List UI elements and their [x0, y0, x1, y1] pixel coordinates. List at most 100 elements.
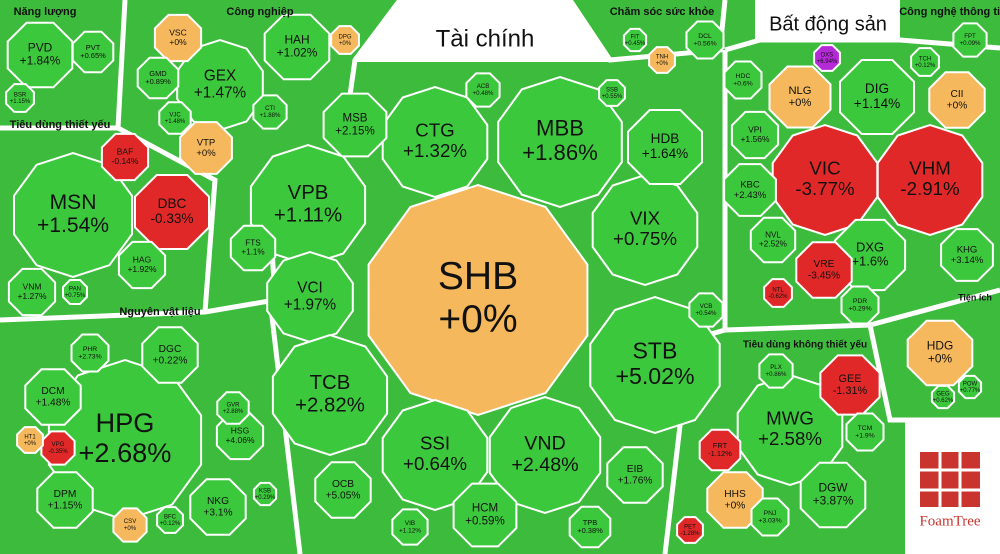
group-label: Tiêu dùng không thiết yếu	[743, 339, 867, 351]
change: +3.1%	[203, 507, 232, 518]
ticker: EIB	[627, 464, 644, 475]
change: +1.48%	[165, 119, 186, 125]
ticker: VCI	[297, 280, 323, 297]
stock-shape	[314, 461, 372, 519]
stock-shape	[910, 47, 940, 77]
change: +0.86%	[766, 371, 787, 378]
stock-cell: DCL+0.56%	[685, 20, 725, 60]
change: +0.56%	[693, 41, 716, 48]
ticker: MSN	[50, 191, 97, 214]
change: +2.52%	[759, 240, 787, 249]
ticker: TNH	[656, 54, 668, 60]
border	[116, 125, 218, 313]
stock-shape	[391, 508, 429, 546]
change: +2.73%	[78, 354, 101, 361]
stock-shape	[158, 101, 192, 135]
stock-cell: TNH+0%	[648, 46, 676, 74]
stock-shape	[156, 506, 184, 534]
stock-shape	[698, 428, 742, 472]
change: +2.15%	[335, 125, 374, 137]
change: +1.15%	[48, 500, 83, 511]
stock-cell: VPI+1.56%	[730, 110, 780, 160]
border	[0, 0, 128, 131]
stock-shape	[70, 333, 110, 373]
stock-cell: OCB+5.05%	[314, 461, 372, 519]
stock-cell: VJC+1.48%	[158, 101, 192, 135]
ticker: HHS	[724, 489, 746, 500]
stock-shape	[723, 60, 763, 100]
stock-cell: GVR+2.88%	[216, 391, 250, 425]
stock-cell: GEG+0.62%	[930, 384, 956, 410]
stock-cell: FPT+0.09%	[952, 22, 988, 58]
stock-shape	[6, 21, 74, 89]
change: +0.55%	[602, 94, 623, 100]
logo-icon	[920, 452, 980, 507]
stock-shape	[750, 497, 790, 537]
stock-shape	[688, 292, 724, 328]
ticker: NLG	[788, 85, 811, 97]
stock-cell: GEX+1.47%	[176, 38, 264, 132]
change: -0.14%	[112, 156, 139, 166]
stock-shape	[928, 71, 986, 129]
stock-shape	[36, 471, 94, 529]
stock-shape	[330, 25, 360, 55]
stock-shape	[367, 183, 589, 417]
stock-cell: NVL+2.52%	[749, 216, 797, 264]
ticker: VPG	[52, 441, 65, 448]
ticker: VHM	[909, 158, 951, 179]
ticker: CTI	[265, 105, 275, 112]
ticker: FIT	[631, 34, 640, 40]
stock-cell: DPM+1.15%	[36, 471, 94, 529]
ticker: KSB	[259, 488, 271, 494]
ticker: PNJ	[764, 510, 777, 517]
stock-shape	[271, 333, 389, 457]
ticker: GEX	[204, 68, 236, 85]
stock-shape	[845, 412, 885, 452]
logo-grid	[920, 452, 980, 507]
stock-shape	[7, 267, 57, 317]
change: +0.38%	[577, 526, 603, 535]
stock-cell: FRT-1.12%	[698, 428, 742, 472]
ticker: KHG	[957, 244, 978, 255]
stock-cell: FIT+0.45%	[622, 27, 648, 53]
change: +0.62%	[933, 398, 954, 404]
ticker: DCL	[698, 33, 712, 40]
stock-cell: BFC+0.12%	[156, 506, 184, 534]
change: +0%	[725, 500, 746, 511]
ticker: MWG	[766, 408, 814, 429]
stock-shape	[229, 224, 277, 272]
ticker: NTL	[772, 287, 784, 293]
stock-cell: TPB+0.38%	[568, 505, 612, 549]
stock-cell: VSC+0%	[153, 13, 203, 63]
stock-cell: VNM+1.27%	[7, 267, 57, 317]
stock-shape	[252, 94, 288, 130]
title-area	[755, 0, 900, 42]
change: -0.62%	[768, 294, 788, 300]
ticker: DXG	[856, 239, 884, 254]
change: +3.87%	[813, 494, 854, 508]
change: +1.11%	[274, 205, 342, 227]
stock-cell: CTG+1.32%	[381, 85, 489, 199]
change: +0%	[339, 41, 352, 47]
ticker: HCM	[472, 503, 498, 515]
stock-shape	[930, 384, 956, 410]
change: -0.33%	[150, 211, 193, 226]
stock-shape	[252, 481, 278, 507]
stock-cell: HT1+0%	[16, 426, 44, 454]
change: +0.45%	[625, 41, 646, 47]
stock-shape	[452, 482, 518, 548]
ticker: VSC	[169, 28, 186, 38]
group-label: Nguyên vật liệu	[119, 306, 200, 318]
stock-cell: CTI+1.88%	[252, 94, 288, 130]
ticker: DPM	[54, 489, 77, 500]
stock-shape	[24, 368, 82, 426]
change: +1.9%	[855, 433, 874, 440]
ticker: HDC	[736, 73, 751, 80]
border	[867, 324, 1000, 423]
stock-cell: HCM+0.59%	[452, 482, 518, 548]
ticker: SSB	[606, 87, 618, 93]
change: +1.92%	[127, 264, 157, 274]
ticker: TCH	[919, 56, 931, 62]
stock-shape	[749, 216, 797, 264]
ticker: NKG	[207, 496, 229, 507]
